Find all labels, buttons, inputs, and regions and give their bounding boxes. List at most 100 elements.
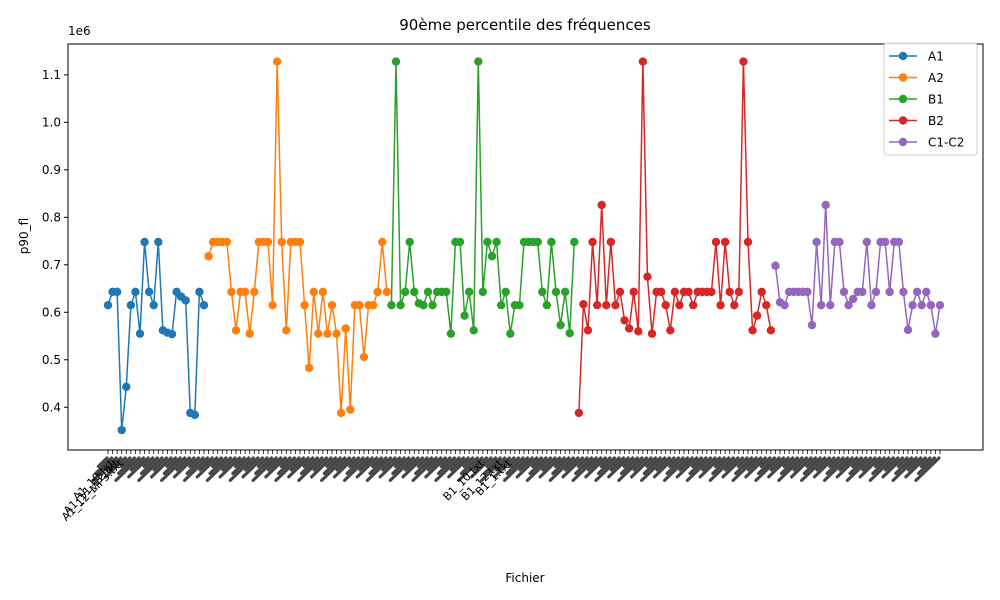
data-point <box>154 237 163 247</box>
series-a2 <box>204 57 392 418</box>
data-point <box>597 200 606 210</box>
x-tick-label-mark <box>447 456 470 479</box>
x-tick-label-mark <box>564 456 580 472</box>
data-point <box>926 300 936 310</box>
data-point <box>538 287 547 297</box>
x-tick-label-mark <box>873 456 886 468</box>
data-point <box>880 237 890 247</box>
data-point <box>423 287 433 297</box>
x-tick-label-mark <box>449 456 466 472</box>
data-point <box>903 325 913 335</box>
data-point <box>474 57 483 66</box>
data-point <box>757 287 766 297</box>
data-point <box>602 300 611 310</box>
data-point <box>464 287 474 297</box>
data-point <box>716 300 725 310</box>
data-point <box>560 287 570 297</box>
x-tick-label-mark <box>94 456 114 475</box>
x-tick-label-mark <box>607 456 630 479</box>
x-tick-label-mark <box>632 456 649 472</box>
x-tick-label-mark <box>251 456 278 482</box>
x-tick-label-mark <box>531 456 543 468</box>
x-tick-label-mark <box>691 456 703 468</box>
data-point <box>199 300 209 310</box>
y-tick-label: 0.5 <box>42 353 61 367</box>
data-point <box>506 329 515 338</box>
x-tick-label-mark <box>355 456 379 479</box>
data-point <box>492 237 501 247</box>
data-point <box>629 287 638 297</box>
y-tick-label: 0.7 <box>42 258 61 272</box>
x-tick-label-mark <box>228 456 255 482</box>
data-point <box>812 237 821 247</box>
data-point <box>300 300 309 310</box>
data-point <box>606 237 616 247</box>
data-point <box>867 300 876 310</box>
data-point <box>556 320 565 330</box>
data-point <box>396 300 405 310</box>
legend-label: A1 <box>928 50 944 64</box>
data-point <box>666 326 675 335</box>
data-point <box>579 300 588 309</box>
x-tick-label-mark <box>881 456 905 479</box>
legend-marker <box>898 94 908 104</box>
x-tick-label-mark <box>731 456 758 482</box>
x-tick-label-mark <box>335 456 351 472</box>
data-point <box>455 237 465 247</box>
x-tick-label-mark <box>457 456 484 482</box>
legend-frame <box>883 42 978 156</box>
data-point <box>501 287 510 297</box>
chart-title: 90ème percentile des fréquences <box>399 16 651 34</box>
x-tick-label-mark <box>822 456 850 482</box>
x-tick-label-mark <box>287 456 310 479</box>
x-tick-label-mark <box>508 456 521 468</box>
data-point <box>515 300 524 310</box>
x-tick-label-mark <box>221 456 237 472</box>
series-line <box>107 241 205 431</box>
x-tick-label-mark <box>160 456 187 482</box>
x-tick-label-mark <box>322 456 342 475</box>
data-point <box>835 237 844 247</box>
x-tick-label-mark <box>378 456 402 479</box>
data-point <box>592 300 602 310</box>
data-point <box>707 287 716 297</box>
x-tick-label-mark <box>345 456 365 475</box>
x-tick-label-mark <box>515 456 539 479</box>
data-point <box>858 287 867 297</box>
x-tick-label-mark <box>805 456 818 468</box>
x-tick-label-mark <box>142 456 155 468</box>
x-tick-label-mark <box>525 456 553 482</box>
data-point <box>483 237 492 247</box>
legend-item: A1 <box>889 50 944 64</box>
x-tick-label-mark <box>777 456 804 482</box>
x-tick-label-mark <box>114 456 141 482</box>
data-point <box>149 300 158 310</box>
x-tick-label-mark <box>320 456 347 482</box>
x-tick-label-mark <box>393 456 406 468</box>
x-tick-label-mark <box>312 456 329 472</box>
x-tick-label-mark <box>391 456 411 475</box>
x-tick-label-mark <box>845 456 873 482</box>
data-point <box>771 261 780 270</box>
x-tick-label-mark <box>538 456 562 479</box>
y-tick-label: 0.9 <box>42 163 61 177</box>
x-tick-label-mark <box>894 456 914 475</box>
data-point <box>190 410 200 420</box>
data-point <box>620 316 629 325</box>
data-point <box>780 300 789 310</box>
data-point <box>355 300 364 310</box>
x-tick-label-mark <box>800 456 827 482</box>
x-tick-label-mark <box>594 456 621 482</box>
x-tick-label-mark <box>586 456 603 472</box>
x-tick-label-mark <box>916 456 937 475</box>
x-tick-label-mark <box>884 456 900 472</box>
data-point <box>826 300 835 310</box>
data-point <box>675 300 684 310</box>
x-tick-label-mark <box>309 456 333 479</box>
legend: A1 A2 B1 B2 C1-C2 <box>883 42 978 156</box>
data-point <box>803 287 812 297</box>
x-tick-label-mark <box>119 456 132 468</box>
x-tick-label-mark <box>571 456 598 482</box>
x-tick-label-mark <box>871 456 891 475</box>
x-tick-label-mark <box>485 456 498 468</box>
